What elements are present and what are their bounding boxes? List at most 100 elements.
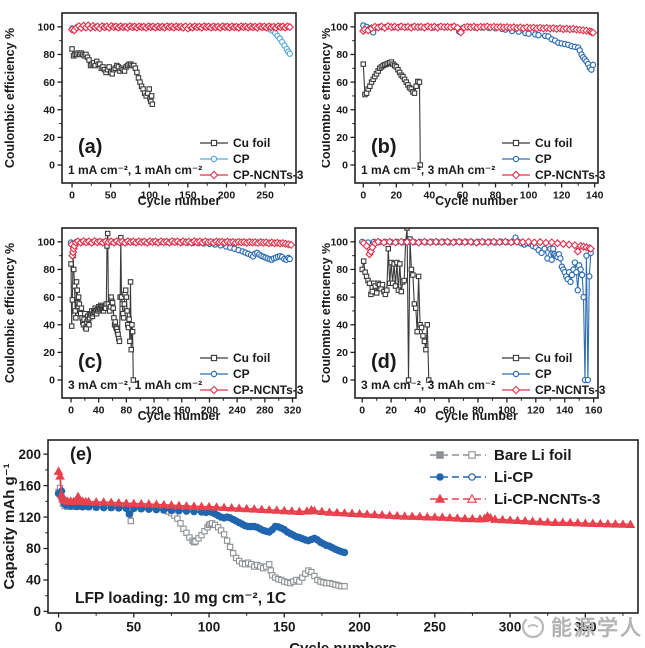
- svg-text:100: 100: [330, 21, 348, 33]
- svg-text:50: 50: [105, 190, 117, 202]
- svg-text:0: 0: [342, 375, 348, 387]
- watermark: 能源学人: [520, 612, 643, 642]
- panel-label: (c): [78, 351, 102, 373]
- svg-text:100: 100: [498, 405, 516, 417]
- svg-text:120: 120: [145, 405, 163, 417]
- ylabel: Coulombic efficiency %: [322, 243, 333, 383]
- svg-text:200: 200: [201, 405, 219, 417]
- xlabel: Cycle number: [138, 409, 221, 423]
- svg-text:40: 40: [336, 319, 348, 331]
- svg-text:20: 20: [43, 132, 55, 144]
- svg-text:20: 20: [390, 190, 402, 202]
- series-li-cp-ncnts-3: [53, 466, 636, 528]
- condition-annotation: 1 mA cm⁻², 1 mAh cm⁻²: [68, 163, 202, 177]
- svg-text:CP-NCNTs-3: CP-NCNTs-3: [535, 383, 606, 397]
- svg-text:20: 20: [43, 347, 55, 359]
- svg-text:100: 100: [37, 236, 55, 248]
- xlabel: Cycle numbers: [289, 640, 397, 648]
- series-cp-ncnts-3: [359, 21, 598, 37]
- svg-text:200: 200: [348, 620, 371, 635]
- ylabel: Coulombic efficiency %: [3, 28, 17, 168]
- svg-text:0: 0: [69, 190, 75, 202]
- series-cp-ncnts-3: [67, 21, 294, 35]
- panel-label: (d): [371, 351, 397, 373]
- svg-text:Li-CP: Li-CP: [494, 469, 533, 486]
- svg-text:240: 240: [228, 405, 246, 417]
- svg-text:0: 0: [359, 405, 365, 417]
- panel-e: 0 50 100 150 200 250 300 350 0 40 80 120 160 200 Cycle…: [0, 430, 645, 648]
- panel-label: (b): [371, 136, 397, 158]
- svg-text:100: 100: [330, 236, 348, 248]
- plot-frame: [61, 12, 297, 184]
- svg-text:350: 350: [574, 620, 597, 635]
- svg-text:Cu foil: Cu foil: [535, 136, 572, 150]
- svg-text:80: 80: [336, 49, 348, 61]
- condition-annotation: 1 mA cm⁻², 3 mAh cm⁻²: [361, 163, 495, 177]
- bottom-row: 0 50 100 150 200 250 300 350 0 40 80 120 160 200 Cycle…: [0, 430, 645, 648]
- svg-text:0: 0: [49, 375, 55, 387]
- ylabel: Coulombic efficiency %: [322, 28, 333, 168]
- series-li-cp: [54, 487, 349, 557]
- legend-d: Cu foil CP CP-NCNTs-3: [502, 351, 606, 397]
- svg-text:40: 40: [43, 104, 55, 116]
- svg-text:Cu foil: Cu foil: [233, 351, 270, 365]
- xlabel: Cycle number: [138, 194, 221, 208]
- ylabel: Capacity mAh g⁻¹: [1, 463, 18, 589]
- svg-text:120: 120: [553, 190, 571, 202]
- svg-text:300: 300: [499, 620, 522, 635]
- series-cp-ncnts-3: [359, 237, 595, 259]
- legend-e: Bare Li foil Li-CP Li-CP-NCNTs-3: [430, 447, 600, 508]
- xlabel: Cycle number: [435, 194, 518, 208]
- svg-text:CP-NCNTs-3: CP-NCNTs-3: [233, 168, 304, 182]
- svg-text:80: 80: [336, 264, 348, 276]
- svg-text:20: 20: [336, 347, 348, 359]
- top-row: 0 50 100 150 200 250 0 20 40 60 80 100 Cycle number C…: [0, 0, 645, 215]
- svg-text:200: 200: [218, 190, 236, 202]
- svg-text:CP-NCNTs-3: CP-NCNTs-3: [535, 168, 606, 182]
- svg-text:40: 40: [336, 104, 348, 116]
- svg-text:60: 60: [457, 190, 469, 202]
- svg-text:80: 80: [472, 405, 484, 417]
- plot-frame: [354, 12, 599, 184]
- svg-text:0: 0: [33, 604, 41, 619]
- plot-frame: [61, 227, 297, 399]
- svg-text:320: 320: [284, 405, 302, 417]
- svg-text:250: 250: [424, 620, 447, 635]
- svg-text:40: 40: [43, 319, 55, 331]
- svg-text:100: 100: [520, 190, 538, 202]
- svg-text:Cu foil: Cu foil: [535, 351, 572, 365]
- panel-b: 0 20 40 60 80 100 120 140 0 20 40 60 80 100 Cycle numb…: [319, 0, 645, 215]
- svg-text:Li-CP-NCNTs-3: Li-CP-NCNTs-3: [494, 491, 600, 508]
- plot-frame: [47, 439, 639, 614]
- svg-text:20: 20: [336, 132, 348, 144]
- svg-text:0: 0: [49, 160, 55, 172]
- watermark-text: 能源学人: [551, 616, 643, 640]
- ylabel: Coulombic efficiency %: [3, 243, 17, 383]
- svg-text:140: 140: [556, 405, 574, 417]
- svg-text:0: 0: [55, 620, 63, 635]
- svg-text:100: 100: [141, 190, 159, 202]
- chart-e-svg: 0 50 100 150 200 250 300 350 0 40 80 120 160 200 Cycle…: [1, 439, 639, 648]
- svg-text:80: 80: [121, 405, 133, 417]
- svg-text:60: 60: [443, 405, 455, 417]
- svg-text:200: 200: [18, 447, 41, 462]
- svg-text:100: 100: [198, 620, 221, 635]
- svg-text:160: 160: [18, 478, 41, 493]
- svg-text:CP: CP: [233, 367, 250, 381]
- panel-d: 0 20 40 60 80 100 120 140 160 0 20 40 60 80 100 Cycle n…: [319, 215, 645, 430]
- svg-text:250: 250: [256, 190, 274, 202]
- svg-text:80: 80: [43, 49, 55, 61]
- svg-text:40: 40: [424, 190, 436, 202]
- svg-text:150: 150: [179, 190, 197, 202]
- svg-text:160: 160: [585, 405, 603, 417]
- condition-annotation: LFP loading: 10 mg cm⁻², 1C: [75, 590, 286, 607]
- svg-text:Cu foil: Cu foil: [233, 136, 270, 150]
- xlabel: Cycle number: [435, 409, 518, 423]
- legend-a: Cu foil CP CP-NCNTs-3: [200, 136, 304, 182]
- axes-c: 0 40 80 120 160 200 240 280 320 0 20 40 60 80 100 Cycle…: [3, 236, 301, 423]
- svg-text:60: 60: [43, 292, 55, 304]
